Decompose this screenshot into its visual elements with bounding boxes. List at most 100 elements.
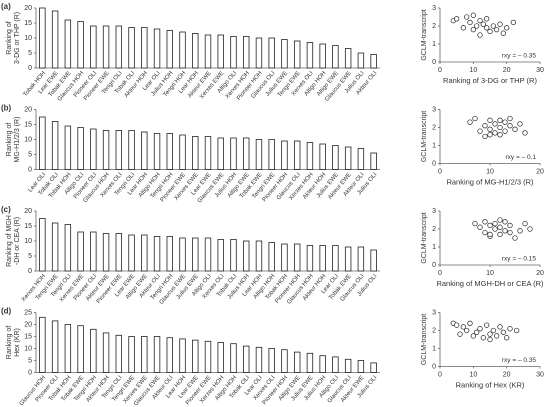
bar	[370, 152, 377, 170]
bar	[77, 21, 84, 69]
point	[454, 322, 460, 328]
y-axis-label: GCLM-transcript	[421, 9, 428, 60]
point	[507, 229, 513, 236]
point	[497, 224, 503, 230]
bar	[102, 233, 110, 272]
bar	[243, 240, 250, 272]
y-axis-label: Ranking of	[6, 326, 13, 360]
point	[474, 23, 480, 29]
point	[482, 219, 488, 225]
bar	[153, 336, 161, 373]
bar	[281, 140, 288, 170]
point	[502, 119, 508, 125]
bar	[153, 28, 161, 69]
bar	[141, 131, 148, 170]
y-tick-label: 15	[24, 333, 32, 340]
bar	[64, 224, 72, 272]
bar	[77, 127, 84, 170]
bar	[281, 243, 288, 272]
y-tick-label: 20	[24, 321, 32, 328]
point	[464, 327, 470, 334]
bar	[217, 34, 224, 69]
bar	[344, 358, 352, 373]
y-tick-label: 20	[24, 5, 32, 12]
point	[497, 231, 503, 238]
point	[467, 19, 473, 26]
bar	[128, 27, 135, 69]
bar	[281, 349, 288, 373]
y-tick-label: 1	[432, 41, 436, 48]
point	[502, 219, 508, 225]
bar	[39, 116, 46, 170]
point	[477, 17, 483, 24]
bar	[230, 137, 237, 170]
point	[490, 327, 496, 334]
bar	[268, 37, 275, 69]
point	[470, 333, 476, 339]
y-tick-label: 10	[24, 345, 32, 352]
bar	[217, 239, 224, 272]
x-tick-label: 20	[536, 270, 544, 277]
y-axis-label: Hex (KR)	[14, 328, 21, 357]
y-tick-label: 0	[28, 369, 32, 376]
y-tick-label: 15	[24, 121, 32, 128]
panel-label: (c)	[1, 205, 11, 214]
point	[477, 326, 483, 332]
point	[487, 28, 493, 35]
bar	[293, 351, 301, 373]
bar	[332, 245, 339, 272]
bar	[90, 25, 97, 69]
point	[487, 331, 493, 337]
y-tick-label: 10	[24, 238, 32, 245]
bar	[102, 25, 110, 69]
bar	[370, 54, 377, 69]
y-tick-label: 3	[432, 208, 436, 215]
bar	[306, 42, 314, 69]
bar	[217, 137, 224, 170]
bar	[102, 130, 110, 170]
point	[474, 329, 480, 335]
bar	[90, 328, 97, 373]
point	[472, 220, 478, 227]
x-tick-label: 20	[536, 168, 544, 175]
x-tick-label: 20	[503, 67, 511, 74]
x-tick-label: 0	[438, 168, 442, 175]
point	[482, 229, 488, 236]
y-axis-label: GCLM-transcript	[421, 111, 428, 162]
y-axis-label: -DH or CEA (R)	[14, 217, 21, 265]
bar	[51, 121, 59, 170]
y-tick-label: 2	[432, 23, 436, 30]
y-tick-label: 10	[24, 136, 32, 143]
point	[487, 132, 493, 138]
point	[487, 231, 493, 238]
bar	[115, 334, 123, 373]
y-tick-label: 0	[432, 59, 436, 66]
annotation: rxy = – 0.35	[502, 357, 537, 364]
bar	[255, 346, 263, 373]
y-tick-label: 3	[432, 309, 436, 316]
bar	[166, 337, 173, 373]
point	[490, 23, 496, 29]
x-axis-label: Ranking of MG-H1/2/3 (R)	[446, 177, 534, 186]
point	[480, 21, 486, 27]
bar	[64, 19, 72, 69]
bar	[319, 245, 326, 272]
bar	[166, 236, 173, 272]
bar	[306, 352, 314, 373]
point	[517, 228, 523, 234]
bar	[179, 237, 186, 272]
annotation: rxy = – 0.1	[505, 154, 536, 161]
bar	[115, 130, 123, 170]
bar	[268, 139, 275, 170]
y-axis-label: Ranking of	[6, 21, 13, 55]
bar	[102, 332, 110, 373]
bar	[39, 218, 46, 272]
y-tick-label: 5	[28, 253, 32, 260]
point	[487, 222, 493, 229]
point	[477, 32, 483, 38]
point	[487, 126, 493, 132]
point	[502, 128, 508, 134]
point	[497, 324, 503, 330]
bar	[332, 45, 339, 69]
